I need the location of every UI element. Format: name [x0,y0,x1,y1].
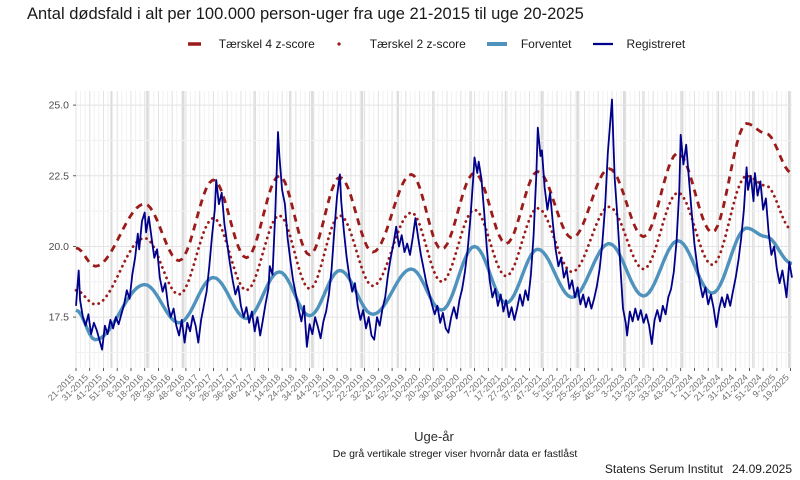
y-tick-label: 25.0 [49,100,70,112]
y-axis: 17.5 20.0 22.5 25.0 [49,100,76,324]
legend-item-forventet: Forventet [485,37,572,51]
y-tick-label: 17.5 [49,312,70,324]
x-axis-title: Uge-år [414,429,454,444]
fastlaast-band [576,91,579,368]
x-axis: 21-201531-201541-201551-20158-201618-201… [46,368,791,403]
series-t-rskel-2-z-score [74,174,794,306]
footnote: De grå vertikale streger viser hvornår d… [332,448,578,460]
legend-swatch-dashed-icon [187,42,201,46]
fastlaast-band [680,91,684,368]
chart-title: Antal dødsfald i alt per 100.000 person-… [27,5,584,23]
credit: Statens Serum Institut 24.09.2025 [605,462,792,476]
legend-label: Tærskel 2 z-score [369,37,466,51]
legend-swatch-solid-thick-icon [486,42,507,46]
legend-label: Tærskel 4 z-score [218,37,315,51]
y-tick-label: 22.5 [49,170,70,182]
fastlaast-band [504,91,508,368]
credit-source: Statens Serum Institut [604,462,723,476]
legend-swatch-solid-icon [592,42,613,46]
fastlaast-band [788,91,791,368]
legend-item-registreret: Registreret [591,37,686,51]
series-t-rskel-4-z-score [75,122,793,268]
fastlaast-band [360,91,364,368]
y-tick-label: 20.0 [49,241,70,253]
series-registreret [75,98,793,351]
chart-legend: Tærskel 4 z-score Tærskel 2 z-score Forven… [0,37,800,51]
fastlaast-band [396,91,399,368]
fastlaast-band [311,91,314,368]
legend-label: Forventet [520,37,572,51]
fastlaast-band [181,91,185,368]
legend-item-t-rskel-2-z-score: Tærskel 2 z-score [334,37,466,51]
credit-date: 24.09.2025 [731,462,792,476]
legend-item-t-rskel-4-z-score: Tærskel 4 z-score [183,37,315,51]
legend-label: Registreret [626,37,686,51]
fastlaast-band [110,91,113,368]
fastlaast-band [289,91,292,368]
fastlaast-band [540,91,544,368]
